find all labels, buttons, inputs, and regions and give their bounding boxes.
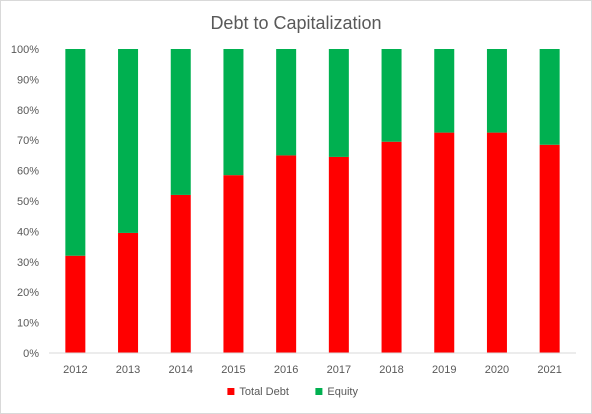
y-tick-label: 20% [17, 287, 39, 299]
bar-total-debt [65, 255, 86, 353]
y-tick-label: 10% [17, 318, 39, 330]
bar-total-debt [434, 132, 455, 353]
x-tick-label: 2017 [327, 364, 351, 376]
bar-equity [381, 49, 402, 142]
y-tick-label: 80% [17, 105, 39, 117]
bar-equity [223, 49, 244, 176]
bars [65, 49, 560, 353]
bar-equity [118, 49, 139, 233]
y-axis-ticks: 0% 10% 20% 30% 40% 50% 60% 70% 80% 90% 100% [11, 44, 39, 360]
y-tick-label: 60% [17, 166, 39, 178]
legend-label: Equity [327, 386, 358, 398]
bar-total-debt [223, 175, 244, 353]
x-tick-label: 2013 [116, 364, 140, 376]
y-tick-label: 90% [17, 74, 39, 86]
bar-total-debt [328, 156, 349, 353]
chart-title: Debt to Capitalization [210, 13, 381, 33]
x-tick-label: 2014 [169, 364, 193, 376]
bar-equity [276, 49, 297, 156]
bar-equity [170, 49, 191, 195]
x-tick-label: 2021 [537, 364, 561, 376]
y-tick-label: 100% [11, 44, 39, 56]
x-tick-label: 2012 [63, 364, 87, 376]
bar-total-debt [118, 232, 139, 353]
bar-total-debt [381, 141, 402, 353]
y-tick-label: 70% [17, 135, 39, 147]
bar-equity [434, 49, 455, 133]
y-tick-label: 30% [17, 257, 39, 269]
x-tick-label: 2018 [379, 364, 403, 376]
legend-swatch [315, 388, 323, 395]
x-tick-label: 2020 [485, 364, 509, 376]
legend-label: Total Debt [239, 386, 289, 398]
bar-equity [328, 49, 349, 157]
bar-total-debt [486, 132, 507, 353]
legend: Total Debt Equity [227, 386, 358, 398]
legend-swatch [227, 388, 235, 395]
bar-total-debt [539, 144, 560, 353]
x-tick-label: 2015 [221, 364, 245, 376]
y-tick-label: 0% [23, 348, 39, 360]
bar-equity [65, 49, 86, 256]
bar-total-debt [170, 194, 191, 353]
x-tick-label: 2019 [432, 364, 456, 376]
x-tick-label: 2016 [274, 364, 298, 376]
x-axis-ticks: 2012 2013 2014 2015 2016 2017 2018 2019 2020 2021 [63, 364, 562, 376]
y-tick-label: 40% [17, 226, 39, 238]
y-tick-label: 50% [17, 196, 39, 208]
bar-equity [486, 49, 507, 133]
bar-total-debt [276, 155, 297, 353]
bar-equity [539, 49, 560, 145]
